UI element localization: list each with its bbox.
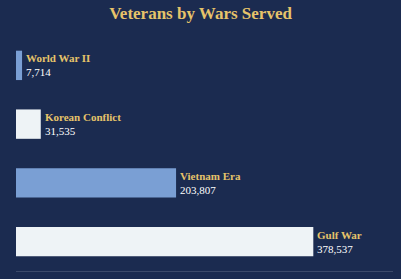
- svg-text:Korean Conflict31,535: Korean Conflict31,535: [45, 111, 121, 137]
- svg-text:Vietnam Era203,807: Vietnam Era203,807: [180, 170, 241, 196]
- svg-text:World War II7,714: World War II7,714: [26, 52, 90, 78]
- svg-text:Veterans by Wars Served: Veterans by Wars Served: [109, 4, 292, 23]
- svg-text:Gulf War378,537: Gulf War378,537: [317, 229, 362, 255]
